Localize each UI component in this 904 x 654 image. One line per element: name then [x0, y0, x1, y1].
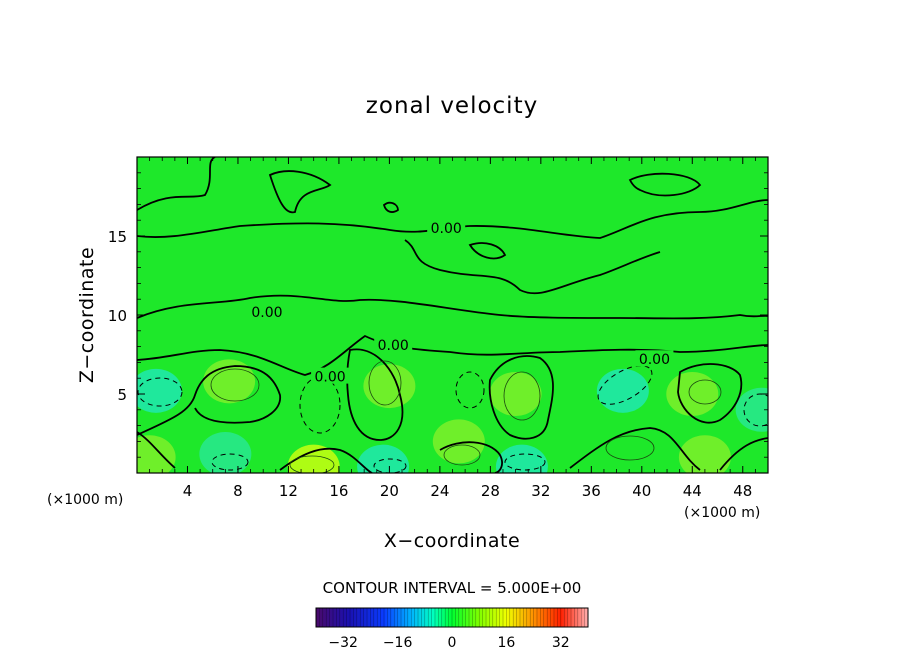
- field-feature: [357, 444, 410, 473]
- contour-label: 0.00: [431, 221, 462, 237]
- thin-positive-contours: [210, 360, 722, 473]
- contour-label-bg: [374, 336, 413, 353]
- contour-line: [719, 437, 768, 471]
- x-tick-label: 16: [329, 482, 348, 500]
- field-feature: [735, 387, 768, 432]
- contour-label-bg: [311, 367, 350, 384]
- negative-contour: [299, 376, 341, 434]
- contour-line: [268, 170, 332, 214]
- contour-line: [488, 355, 554, 440]
- contour-label-bg: [247, 302, 286, 319]
- positive-contour: [688, 379, 722, 405]
- negative-contour: [455, 371, 485, 409]
- positive-contour: [443, 444, 481, 466]
- field-feature: [596, 368, 649, 413]
- field-feature: [666, 372, 719, 416]
- contour-line: [137, 199, 768, 239]
- x-tick-label: 4: [183, 482, 193, 500]
- contour-interval-text: CONTOUR INTERVAL = 5.000E+00: [323, 579, 582, 597]
- contour-line: [569, 427, 701, 471]
- contour-line: [382, 201, 399, 213]
- positive-contour: [289, 455, 335, 473]
- contour-line: [439, 441, 503, 473]
- x-tick-label: 44: [683, 482, 702, 500]
- x-tick-label: 20: [380, 482, 399, 500]
- negative-contour: [137, 377, 183, 407]
- x-tick-label: 8: [233, 482, 243, 500]
- y-tick-label: 5: [117, 386, 127, 404]
- contour-line: [628, 172, 702, 197]
- contour-label: 0.00: [639, 352, 670, 368]
- field-feature: [495, 444, 548, 473]
- contour-line: [137, 157, 216, 211]
- x-tick-label: 40: [632, 482, 651, 500]
- positive-contour: [503, 371, 541, 421]
- colorbar-stripes: [319, 608, 585, 627]
- colorbar-tick-label: 16: [497, 635, 515, 651]
- x-tick-label: 12: [279, 482, 298, 500]
- field-feature: [199, 432, 252, 473]
- contour-line: [137, 365, 281, 436]
- x-unit-left: (×1000 m): [47, 492, 123, 508]
- positive-contour: [210, 368, 260, 402]
- negative-contour: [597, 365, 653, 405]
- field-feature: [363, 364, 416, 409]
- colorbar-tick-label: 0: [448, 635, 457, 651]
- contour-label: 0.00: [315, 370, 346, 386]
- chart-title: zonal velocity: [366, 93, 538, 119]
- colorbar-tick-label: −32: [328, 635, 358, 651]
- x-tick-label: 24: [430, 482, 449, 500]
- contour-line: [404, 239, 661, 295]
- contour-line: [137, 294, 768, 320]
- x-axis: 4 8 12 16 20 24 28 32 36 40 44 48: [149, 157, 756, 500]
- field-feature: [489, 372, 542, 416]
- negative-contour: [211, 453, 249, 471]
- x-tick-label: 48: [733, 482, 752, 500]
- colorbar-gradient: [316, 608, 588, 627]
- contour-label: 0.00: [378, 338, 409, 354]
- field-feature: [137, 435, 176, 473]
- colorbar-ticks: −32 −16 0 16 32: [328, 635, 569, 651]
- x-unit-right: (×1000 m): [684, 505, 760, 521]
- x-tick-label: 28: [481, 482, 500, 500]
- colorbar-frame: [315, 607, 589, 628]
- positive-contour: [368, 360, 402, 406]
- y-axis-label: Z−coordinate: [76, 247, 98, 383]
- contour-label: 0.00: [251, 305, 282, 321]
- y-tick-label: 15: [108, 228, 127, 246]
- contour-line: [468, 242, 507, 260]
- negative-contour: [504, 453, 546, 471]
- contour-label-bg: [635, 350, 674, 367]
- field-feature: [287, 444, 340, 473]
- colorbar: −32 −16 0 16 32: [315, 607, 589, 651]
- field-feature: [432, 419, 485, 464]
- colorbar-tick-label: 32: [552, 635, 570, 651]
- contour-line: [137, 431, 176, 469]
- x-tick-label: 36: [582, 482, 601, 500]
- contour-labels: 0.00 0.00 0.00 0.00 0.00: [247, 219, 674, 386]
- x-axis-label: X−coordinate: [384, 530, 520, 552]
- contour-label-bg: [427, 219, 466, 236]
- positive-contour: [605, 435, 655, 461]
- negative-contour: [373, 458, 407, 473]
- x-tick-label: 32: [531, 482, 550, 500]
- colorbar-tick-label: −16: [383, 635, 413, 651]
- plot-area: 0.00 0.00 0.00 0.00 0.00: [137, 157, 768, 473]
- dashed-contours: [137, 365, 768, 473]
- y-tick-label: 10: [108, 307, 127, 325]
- y-axis: 5 10 15: [108, 172, 768, 458]
- contour-line: [677, 363, 743, 424]
